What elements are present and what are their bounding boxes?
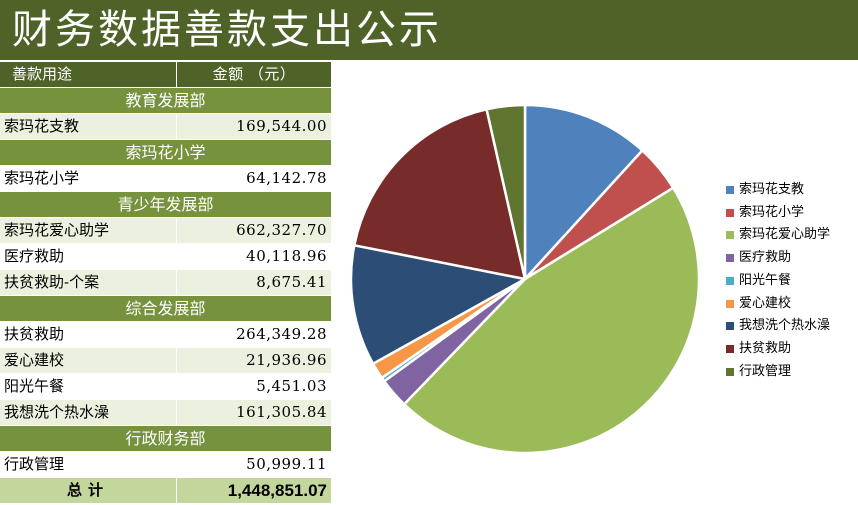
legend-item: 扶贫救助 <box>726 340 856 358</box>
legend-item: 爱心建校 <box>726 295 856 313</box>
pie-slice-6 <box>349 244 527 365</box>
table-row-amount: 264,349.28 <box>177 322 331 347</box>
legend-label: 爱心建校 <box>739 295 792 311</box>
section-header-label: 青少年发展部 <box>0 192 331 217</box>
table-row-amount: 21,936.96 <box>177 348 331 373</box>
table-row-label: 索玛花爱心助学 <box>0 218 176 243</box>
legend-swatch <box>726 344 734 353</box>
legend-label: 索玛花爱心助学 <box>739 227 831 243</box>
table-row-amount: 169,544.00 <box>177 114 331 139</box>
section-header: 索玛花小学 <box>0 140 331 166</box>
section-header-label: 综合发展部 <box>0 296 331 321</box>
legend-item: 索玛花小学 <box>726 204 856 222</box>
pie-slice-2 <box>402 186 701 455</box>
section-header: 青少年发展部 <box>0 192 331 218</box>
table-row-amount: 64,142.78 <box>177 166 331 191</box>
table-row-amount: 662,327.70 <box>177 218 331 243</box>
table-row-label: 行政管理 <box>0 452 176 477</box>
table-row: 行政管理 50,999.11 <box>0 452 331 478</box>
table-row: 医疗救助 40,118.96 <box>0 244 331 270</box>
legend-label: 扶贫救助 <box>739 340 792 356</box>
legend-item: 我想洗个热水澡 <box>726 317 856 335</box>
table-row: 扶贫救助 264,349.28 <box>0 322 331 348</box>
table-row-label: 爱心建校 <box>0 348 176 373</box>
table-row: 我想洗个热水澡 161,305.84 <box>0 400 331 426</box>
pie-chart-svg <box>349 103 701 455</box>
table-row-amount: 161,305.84 <box>177 400 331 425</box>
legend-item: 索玛花支教 <box>726 181 856 199</box>
pie-slice-8 <box>485 103 527 281</box>
section-header-label: 行政财务部 <box>0 426 331 451</box>
total-row-label: 总计 <box>0 478 176 503</box>
table-row-amount: 5,451.03 <box>177 374 331 399</box>
table-row-amount: 8,675.41 <box>177 270 331 295</box>
legend-swatch <box>726 367 734 376</box>
section-header-label: 索玛花小学 <box>0 140 331 165</box>
total-row: 总计 1,448,851.07 <box>0 478 331 504</box>
table-row-label: 我想洗个热水澡 <box>0 400 176 425</box>
table-header: 善款用途 金额 （元） <box>0 62 331 88</box>
pie-slice-7 <box>353 108 527 281</box>
legend-swatch <box>726 231 734 240</box>
section-header: 教育发展部 <box>0 88 331 114</box>
table-row: 索玛花支教 169,544.00 <box>0 114 331 140</box>
table-row-amount: 50,999.11 <box>177 452 331 477</box>
legend-item: 医疗救助 <box>726 249 856 267</box>
pie-slice-0 <box>523 103 644 281</box>
table-row-label: 扶贫救助 <box>0 322 176 347</box>
legend-swatch <box>726 299 734 308</box>
table-header-label: 善款用途 <box>0 62 176 87</box>
table-header-amount: 金额 （元） <box>177 62 331 87</box>
section-header: 综合发展部 <box>0 296 331 322</box>
section-header-label: 教育发展部 <box>0 88 331 113</box>
legend-label: 医疗救助 <box>739 250 792 266</box>
table-row-amount: 40,118.96 <box>177 244 331 269</box>
table-row-label: 医疗救助 <box>0 244 176 269</box>
legend-label: 行政管理 <box>739 363 792 379</box>
legend-swatch <box>726 254 734 263</box>
legend-label: 索玛花支教 <box>739 182 805 197</box>
page-title: 财务数据善款支出公示 <box>12 7 442 53</box>
table-row: 索玛花爱心助学 662,327.70 <box>0 218 331 244</box>
table-row-label: 阳光午餐 <box>0 374 176 399</box>
table-row-label: 索玛花支教 <box>0 114 176 139</box>
section-header: 行政财务部 <box>0 426 331 452</box>
legend-label: 索玛花小学 <box>739 204 805 220</box>
legend-item: 行政管理 <box>726 363 856 381</box>
legend-swatch <box>726 186 734 194</box>
total-row-amount: 1,448,851.07 <box>177 478 331 503</box>
legend-item: 索玛花爱心助学 <box>726 226 856 244</box>
legend-swatch <box>726 208 734 217</box>
table-row-label: 索玛花小学 <box>0 166 176 191</box>
table-row-label: 扶贫救助-个案 <box>0 270 176 295</box>
table-row: 爱心建校 21,936.96 <box>0 348 331 374</box>
legend-swatch <box>726 276 734 285</box>
table-row: 阳光午餐 5,451.03 <box>0 374 331 400</box>
pie-chart: 索玛花支教索玛花小学索玛花爱心助学 医疗救助阳光午餐爱心建校我想洗个热水澡 扶贫救助… <box>331 60 858 505</box>
legend-label: 我想洗个热水澡 <box>739 318 831 334</box>
table-row: 扶贫救助-个案 8,675.41 <box>0 270 331 296</box>
expense-table: 善款用途 金额 （元） 教育发展部 索玛花支教 169,544.00 索玛花小学 索玛花小学… <box>0 62 331 505</box>
legend-item: 阳光午餐 <box>726 272 856 290</box>
table-row: 索玛花小学 64,142.78 <box>0 166 331 192</box>
title-bar: 财务数据善款支出公示 <box>0 0 858 60</box>
legend-swatch <box>726 322 734 331</box>
legend-label: 阳光午餐 <box>739 272 792 288</box>
